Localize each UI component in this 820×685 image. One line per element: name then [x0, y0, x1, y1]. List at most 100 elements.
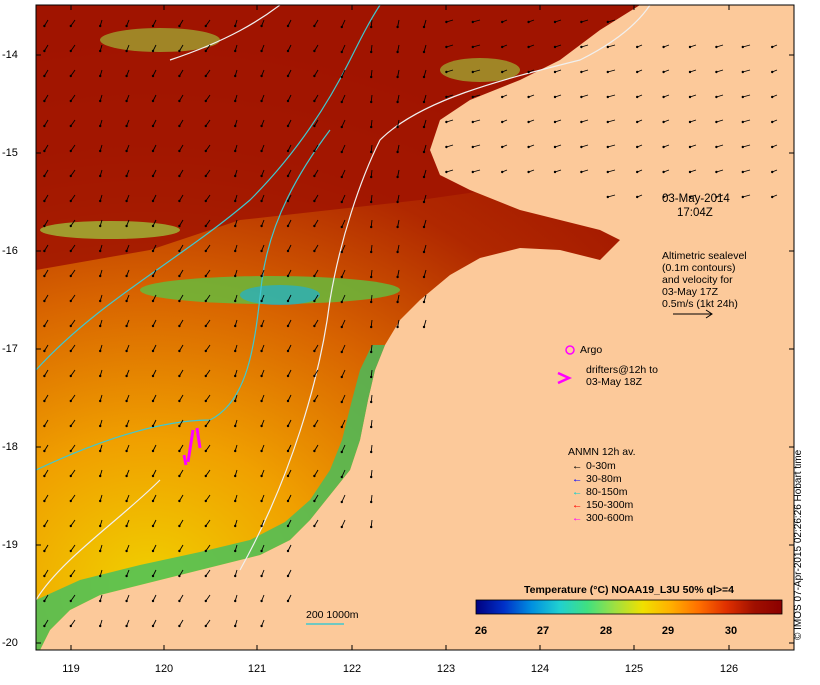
velocity-vector-head: [99, 224, 102, 228]
velocity-vector-head: [69, 449, 73, 453]
drifter-label: 03-May 18Z: [586, 376, 643, 388]
velocity-vector: [70, 69, 76, 77]
velocity-vector: [70, 594, 76, 602]
arrow-left-icon: ←: [572, 512, 583, 524]
velocity-vector-head: [260, 374, 263, 378]
velocity-vector-head: [234, 224, 237, 228]
velocity-vector-head: [204, 474, 207, 478]
velocity-vector-head: [204, 499, 207, 503]
velocity-vector-head: [69, 524, 73, 528]
velocity-vector: [423, 244, 427, 253]
velocity-vector: [70, 244, 76, 252]
velocity-vector-head: [286, 224, 290, 228]
colorbar-tick: 29: [661, 625, 675, 637]
velocity-vector-head: [69, 574, 73, 578]
velocity-vector: [70, 219, 76, 227]
velocity-vector-head: [99, 24, 102, 28]
altimetry-line: and velocity for: [662, 274, 733, 286]
velocity-vector-head: [340, 525, 343, 529]
velocity-vector-head: [178, 499, 181, 503]
velocity-vector: [205, 119, 211, 127]
velocity-vector-head: [234, 524, 237, 528]
velocity-vector: [607, 119, 616, 123]
velocity-vector-head: [69, 24, 73, 28]
velocity-vector-head: [313, 74, 316, 78]
velocity-vector-head: [99, 274, 102, 278]
velocity-vector-head: [445, 145, 448, 149]
colorbar-tick: 27: [536, 625, 550, 637]
velocity-vector-head: [286, 199, 290, 203]
velocity-vector-head: [99, 399, 102, 403]
velocity-vector-head: [234, 624, 237, 628]
velocity-vector: [341, 244, 346, 253]
velocity-vector-head: [313, 124, 316, 128]
velocity-vector: [205, 219, 211, 227]
velocity-vector: [472, 119, 481, 123]
velocity-vector-head: [43, 274, 46, 278]
velocity-vector-head: [286, 249, 290, 253]
velocity-vector: [70, 444, 76, 452]
velocity-vector-head: [636, 145, 639, 149]
drifter-track: [195, 427, 202, 449]
velocity-vector-head: [69, 99, 73, 103]
velocity-vector: [472, 169, 481, 173]
velocity-vector-head: [125, 599, 128, 603]
x-tick-label: 122: [342, 663, 362, 675]
velocity-vector-head: [636, 70, 639, 74]
velocity-vector-head: [313, 174, 316, 178]
velocity-vector: [70, 319, 76, 327]
velocity-vector-head: [204, 324, 207, 328]
velocity-vector-head: [553, 20, 557, 24]
velocity-vector-head: [636, 195, 639, 199]
velocity-vector-head: [286, 124, 290, 128]
velocity-vector: [70, 619, 76, 627]
velocity-vector-head: [43, 99, 46, 103]
velocity-vector: [205, 44, 211, 52]
velocity-vector-head: [178, 199, 181, 203]
velocity-vector: [70, 394, 76, 402]
velocity-vector-head: [43, 49, 46, 53]
velocity-vector-head: [69, 499, 73, 503]
velocity-vector-head: [396, 250, 399, 254]
velocity-vector-head: [370, 150, 373, 154]
velocity-vector-head: [553, 170, 557, 174]
velocity-vector-head: [178, 49, 181, 53]
velocity-vector-head: [43, 249, 46, 253]
velocity-vector: [341, 269, 346, 278]
velocity-vector-head: [370, 525, 373, 529]
velocity-vector-head: [340, 325, 343, 329]
velocity-vector: [70, 269, 76, 277]
velocity-vector-head: [313, 524, 316, 528]
velocity-vector-head: [69, 124, 73, 128]
velocity-vector-head: [313, 474, 316, 478]
velocity-vector-head: [99, 449, 102, 453]
velocity-vector: [341, 94, 346, 103]
sealevel-contour: [36, 5, 381, 371]
velocity-vector-head: [204, 424, 207, 428]
velocity-vector-head: [69, 324, 73, 328]
velocity-vector-head: [715, 70, 718, 74]
velocity-vector-head: [396, 300, 399, 304]
velocity-vector-head: [553, 70, 557, 74]
cool-patch: [40, 221, 180, 239]
velocity-vector-head: [178, 24, 181, 28]
velocity-vector-head: [178, 99, 181, 103]
velocity-vector-head: [422, 125, 426, 129]
velocity-vector-head: [370, 400, 373, 404]
velocity-vector-head: [43, 574, 46, 578]
velocity-vector-head: [580, 20, 583, 24]
velocity-vector-head: [125, 374, 128, 378]
velocity-vector: [70, 344, 76, 352]
velocity-vector-head: [370, 200, 373, 204]
x-tick-label: 125: [624, 663, 644, 675]
velocity-vector: [70, 94, 76, 102]
altimetry-line: Altimetric sealevel: [662, 250, 747, 262]
velocity-vector-head: [99, 249, 102, 253]
legend-item: ← 0-30m: [572, 460, 616, 472]
velocity-vector-head: [99, 599, 102, 603]
velocity-vector-head: [688, 45, 692, 49]
velocity-vector-head: [445, 120, 448, 124]
velocity-vector-head: [313, 374, 316, 378]
velocity-vector-head: [636, 45, 639, 49]
velocity-vector-head: [688, 195, 692, 199]
